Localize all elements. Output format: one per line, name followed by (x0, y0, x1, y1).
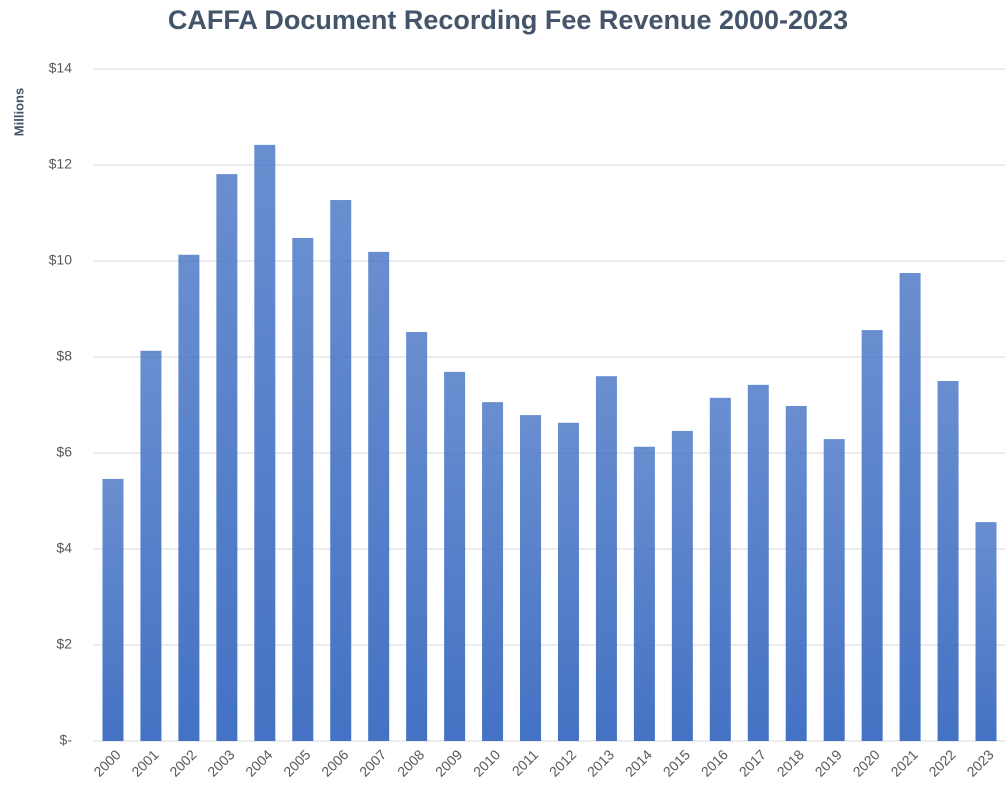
y-axis-title: Millions (11, 88, 26, 136)
bar (330, 200, 352, 742)
bar (520, 415, 542, 741)
x-tick-label: 2005 (280, 746, 313, 779)
bar (178, 254, 200, 741)
bar (633, 446, 655, 741)
bar (216, 174, 238, 741)
x-tick-label: 2014 (622, 746, 655, 779)
x-tick-label: 2015 (660, 746, 693, 779)
bar (747, 384, 769, 741)
bar (368, 251, 390, 741)
bar (254, 144, 276, 742)
bar (444, 371, 466, 741)
x-tick-label: 2000 (90, 746, 123, 779)
x-tick-label: 2001 (128, 746, 161, 779)
bar (557, 422, 579, 741)
x-tick-label: 2011 (509, 746, 542, 779)
x-tick-label: 2002 (166, 746, 199, 779)
x-tick-label: 2004 (242, 746, 275, 779)
bar (709, 397, 731, 741)
bar (937, 381, 959, 741)
bar (861, 330, 883, 741)
x-tick-label: 2013 (584, 746, 617, 779)
bar (292, 237, 314, 741)
bar (406, 332, 428, 741)
bar (785, 405, 807, 741)
x-tick-label: 2012 (546, 746, 579, 779)
chart-title: CAFFA Document Recording Fee Revenue 200… (168, 5, 848, 35)
x-tick-label: 2009 (432, 746, 465, 779)
x-tick-label: 2008 (394, 746, 427, 779)
bar (975, 522, 997, 741)
x-tick-label: 2017 (736, 746, 769, 779)
y-tick-label: $12 (49, 156, 73, 172)
bar (671, 430, 693, 741)
y-tick-label: $8 (56, 348, 72, 364)
bar (482, 402, 504, 741)
y-tick-label: $10 (49, 252, 73, 268)
y-tick-label: $4 (56, 540, 72, 556)
x-tick-label: 2018 (774, 746, 807, 779)
y-tick-label: $6 (56, 444, 72, 460)
x-tick-label: 2019 (812, 746, 845, 779)
y-tick-label: $2 (56, 636, 72, 652)
x-tick-label: 2022 (925, 746, 958, 779)
y-tick-label: $14 (49, 60, 73, 76)
bar (823, 439, 845, 741)
bar (140, 350, 162, 741)
x-tick-label: 2007 (356, 746, 389, 779)
bar (899, 273, 921, 741)
x-tick-label: 2003 (204, 746, 237, 779)
x-tick-label: 2016 (698, 746, 731, 779)
x-tick-label: 2020 (850, 746, 883, 779)
x-tick-label: 2021 (887, 746, 920, 779)
y-tick-label: $- (60, 732, 73, 748)
bar (595, 376, 617, 741)
bar (102, 478, 124, 741)
x-tick-label: 2023 (963, 746, 996, 779)
x-tick-label: 2010 (470, 746, 503, 779)
x-tick-label: 2006 (318, 746, 351, 779)
